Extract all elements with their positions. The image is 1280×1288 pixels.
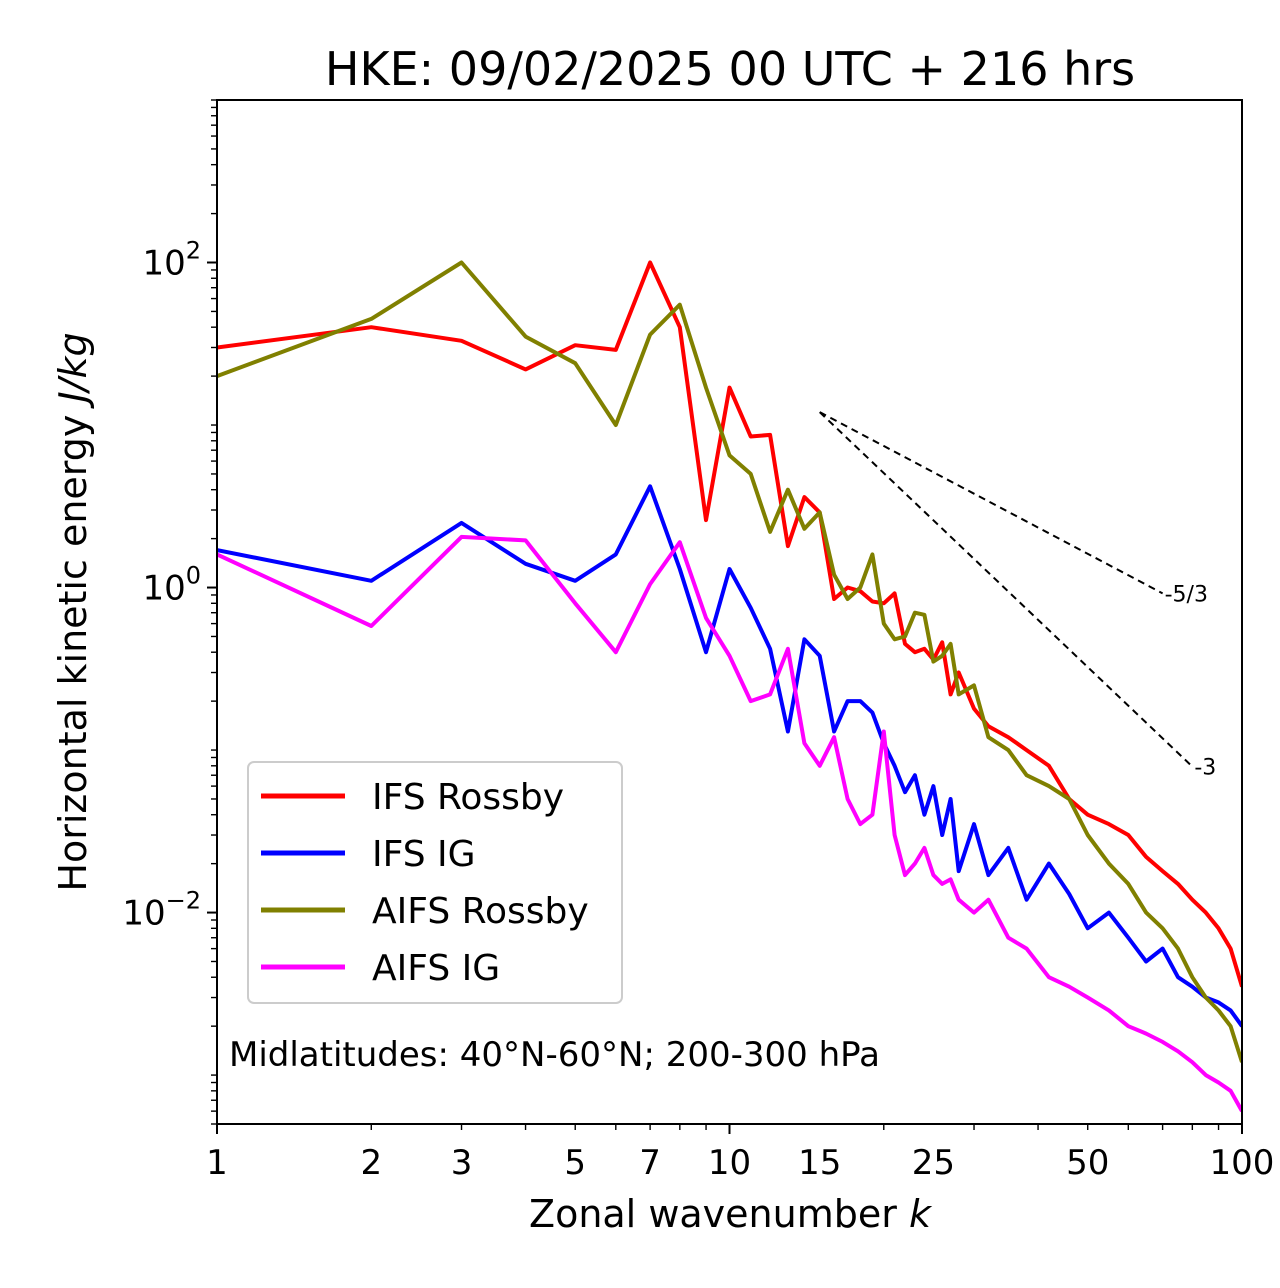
legend-label: IFS IG [372, 834, 476, 875]
x-tick-label: 100 [1210, 1143, 1275, 1183]
x-tick-label: 7 [639, 1143, 661, 1183]
reference-slopes-layer: -5/3 -3 [819, 411, 1216, 781]
series-line-aifs-rossby [217, 260, 1242, 1063]
reference-slope-line [819, 411, 1164, 595]
legend-label: IFS Rossby [372, 777, 564, 818]
reference-slope-label: -3 [1194, 756, 1216, 781]
series-line-aifs-ig [217, 534, 1242, 1113]
legend-label: AIFS Rossby [372, 891, 589, 932]
y-tick-label: 102 [142, 237, 201, 284]
legend: IFS Rossby IFS IG AIFS Rossby AIFS IG [247, 761, 623, 1004]
series-line-ifs-rossby [217, 260, 1242, 988]
x-ticks-layer: 1 2 3 5 7 10 15 25 50 100 [206, 1124, 1274, 1183]
x-tick-label: 2 [360, 1143, 382, 1183]
x-tick-label: 5 [564, 1143, 586, 1183]
x-tick-label: 25 [912, 1143, 955, 1183]
reference-slope-line [819, 411, 1194, 768]
y-axis-label: Horizontal kinetic energy J/kg [51, 332, 95, 891]
y-ticks-layer: 10−2 100 102 [122, 99, 217, 1125]
reference-slope-label: -5/3 [1165, 582, 1208, 607]
x-axis-label: Zonal wavenumber k [529, 1192, 933, 1236]
x-tick-label: 50 [1066, 1143, 1109, 1183]
legend-box [247, 761, 623, 1004]
series-layer [217, 260, 1242, 1113]
y-tick-label: 10−2 [122, 887, 201, 934]
x-tick-label: 15 [798, 1143, 841, 1183]
region-annotation: Midlatitudes: 40°N-60°N; 200-300 hPa [229, 1035, 880, 1075]
legend-label: AIFS IG [372, 948, 500, 989]
x-tick-label: 3 [451, 1143, 473, 1183]
x-tick-label: 10 [708, 1143, 751, 1183]
series-line-ifs-ig [217, 484, 1242, 1028]
chart-title: HKE: 09/02/2025 00 UTC + 216 hrs [325, 42, 1135, 96]
x-tick-label: 1 [206, 1143, 228, 1183]
y-tick-label: 100 [142, 562, 201, 609]
